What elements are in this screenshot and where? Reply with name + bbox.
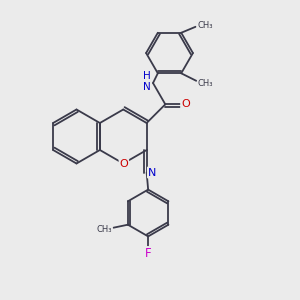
Text: N: N — [148, 167, 156, 178]
Text: F: F — [145, 247, 152, 260]
Text: H
N: H N — [143, 71, 151, 92]
Text: O: O — [181, 99, 190, 109]
Text: CH₃: CH₃ — [198, 79, 213, 88]
Text: CH₃: CH₃ — [97, 225, 112, 234]
Text: O: O — [119, 159, 128, 169]
Text: CH₃: CH₃ — [197, 21, 213, 30]
